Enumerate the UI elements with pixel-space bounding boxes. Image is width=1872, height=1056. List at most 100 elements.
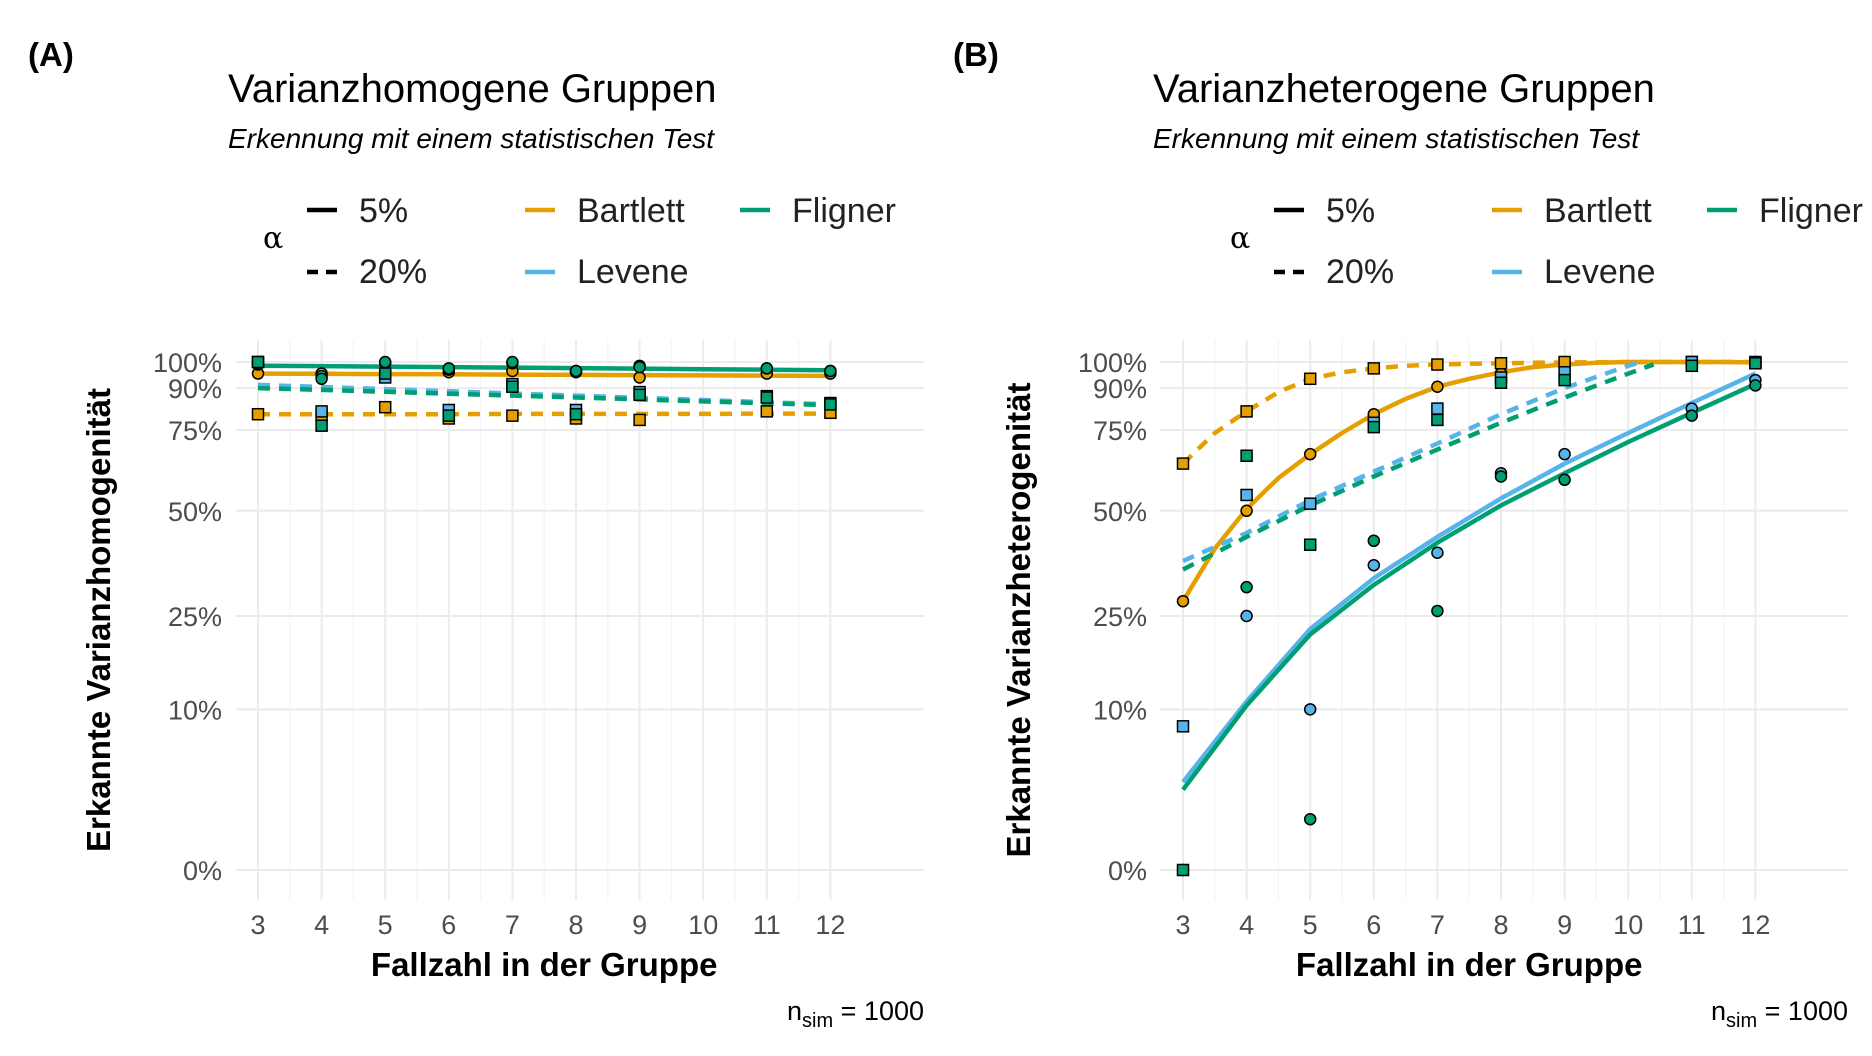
series-lines xyxy=(1181,359,1757,792)
point-fligner-alpha20 xyxy=(315,419,328,432)
x-tick-label: 4 xyxy=(1239,910,1254,940)
caption-prefix: n xyxy=(1711,996,1726,1026)
point-bartlett-alpha20 xyxy=(760,405,774,418)
x-tick-label: 12 xyxy=(815,910,845,940)
legend-label: Bartlett xyxy=(577,192,685,230)
point-fligner-alpha20 xyxy=(633,388,646,402)
line-bartlett-alpha20 xyxy=(258,411,831,417)
x-tick-label: 6 xyxy=(441,910,456,940)
panel-b: (B) Varianzheterogene Gruppen Erkennung mi… xyxy=(953,36,1863,1032)
legend-label: Fligner xyxy=(1759,192,1863,230)
grid xyxy=(1160,340,1848,900)
point-levene-alpha20 xyxy=(1240,488,1253,502)
legend-label: 20% xyxy=(359,253,427,291)
x-tick-label: 8 xyxy=(1493,910,1508,940)
x-tick-label: 10 xyxy=(688,910,718,940)
point-fligner-alpha5 xyxy=(1749,379,1762,392)
line-fligner-alpha20 xyxy=(257,385,831,408)
caption-subscript: sim xyxy=(1726,1010,1757,1032)
x-tick-label: 5 xyxy=(378,910,393,940)
line-levene-alpha20 xyxy=(257,382,831,407)
caption-suffix: = 1000 xyxy=(833,996,924,1026)
point-fligner-alpha5 xyxy=(760,362,774,375)
panel-tag: (A) xyxy=(28,36,74,73)
chart-title: Varianzheterogene Gruppen xyxy=(1153,67,1655,111)
point-fligner-alpha5 xyxy=(824,364,837,378)
point-fligner-alpha20 xyxy=(378,367,392,380)
x-tick-label: 9 xyxy=(1557,910,1572,940)
x-tick-label: 11 xyxy=(1678,910,1706,940)
point-bartlett-alpha20 xyxy=(633,413,646,427)
point-levene-alpha5 xyxy=(1240,609,1253,623)
point-fligner-alpha20 xyxy=(1685,359,1699,373)
point-levene-alpha5 xyxy=(1431,546,1444,560)
y-tick-label: 25% xyxy=(1093,602,1147,632)
point-fligner-alpha20 xyxy=(1749,357,1762,370)
point-fligner-alpha5 xyxy=(633,360,646,374)
point-bartlett-alpha20 xyxy=(378,400,392,414)
x-axis-title: Fallzahl in der Gruppe xyxy=(1296,946,1643,983)
chart-subtitle: Erkennung mit einem statistischen Test xyxy=(228,123,715,154)
y-tick-label: 90% xyxy=(1093,374,1147,404)
legend-label: Levene xyxy=(577,253,689,291)
legend-label: 20% xyxy=(1326,253,1394,291)
point-fligner-alpha5 xyxy=(506,355,519,369)
x-axis-title: Fallzahl in der Gruppe xyxy=(371,946,718,983)
point-levene-alpha5 xyxy=(1303,703,1317,716)
y-tick-label: 50% xyxy=(1093,497,1147,527)
point-bartlett-alpha5 xyxy=(1431,380,1444,393)
point-bartlett-alpha5 xyxy=(1303,447,1317,461)
line-bartlett-alpha20 xyxy=(1181,359,1756,466)
y-tick-label: 100% xyxy=(153,348,222,378)
line-levene-alpha5 xyxy=(1181,371,1757,784)
y-tick-label: 0% xyxy=(1108,856,1147,886)
point-fligner-alpha20 xyxy=(824,398,837,411)
point-bartlett-alpha20 xyxy=(1303,372,1317,386)
x-tick-label: 8 xyxy=(568,910,583,940)
legend-label: Bartlett xyxy=(1544,192,1652,230)
caption-suffix: = 1000 xyxy=(1757,996,1848,1026)
caption: nsim = 1000 xyxy=(787,996,924,1032)
x-tick-label: 7 xyxy=(1430,910,1445,940)
data-points xyxy=(1176,355,1762,877)
x-tick-label: 12 xyxy=(1740,910,1770,940)
x-tick-label: 11 xyxy=(753,910,781,940)
point-fligner-alpha20 xyxy=(1367,420,1381,434)
legend-label: 5% xyxy=(1326,192,1375,230)
legend: α 5% 20% Bartlett Levene Fligner xyxy=(1230,192,1863,291)
x-tick-label: 9 xyxy=(632,910,647,940)
legend-alpha-title: α xyxy=(1230,221,1250,256)
x-tick-label: 3 xyxy=(250,910,265,940)
point-levene-alpha5 xyxy=(1367,558,1381,572)
point-fligner-alpha20 xyxy=(1303,538,1317,551)
y-tick-label: 90% xyxy=(168,374,222,404)
panel-a: (A) Varianzhomogene Gruppen Erkennung mit … xyxy=(28,36,924,1032)
legend-alpha-title: α xyxy=(263,221,283,256)
point-fligner-alpha5 xyxy=(1240,580,1253,594)
point-bartlett-alpha20 xyxy=(251,407,265,421)
point-bartlett-alpha5 xyxy=(1176,594,1190,608)
chart-subtitle: Erkennung mit einem statistischen Test xyxy=(1153,123,1640,154)
x-tick-label: 10 xyxy=(1613,910,1643,940)
point-fligner-alpha5 xyxy=(1431,604,1444,618)
y-tick-label: 25% xyxy=(168,602,222,632)
x-tick-label: 6 xyxy=(1366,910,1381,940)
point-fligner-alpha5 xyxy=(1685,409,1699,422)
point-bartlett-alpha20 xyxy=(1494,357,1508,370)
legend-label: 5% xyxy=(359,192,408,230)
point-fligner-alpha5 xyxy=(1303,812,1317,826)
point-bartlett-alpha20 xyxy=(1558,355,1571,369)
x-tick-label: 3 xyxy=(1175,910,1190,940)
point-bartlett-alpha20 xyxy=(1240,405,1253,418)
caption-subscript: sim xyxy=(802,1010,833,1032)
legend: α 5% 20% Bartlett Levene Fligner xyxy=(263,192,896,291)
line-levene-alpha20 xyxy=(1182,359,1642,564)
point-fligner-alpha5 xyxy=(1367,534,1381,548)
point-fligner-alpha20 xyxy=(442,409,456,422)
point-fligner-alpha20 xyxy=(569,407,583,421)
y-axis-title: Erkannte Varianzheterogenität xyxy=(1000,383,1037,858)
y-axis-title: Erkannte Varianzhomogenität xyxy=(80,388,117,852)
point-fligner-alpha5 xyxy=(378,355,392,369)
panel-tag: (B) xyxy=(953,36,999,73)
